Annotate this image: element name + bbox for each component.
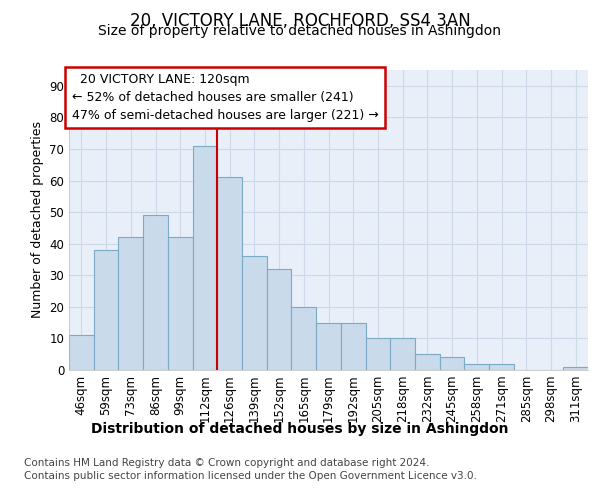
- Bar: [365, 338, 390, 370]
- Bar: [94, 250, 118, 370]
- Bar: [390, 338, 415, 370]
- Bar: [217, 178, 242, 370]
- Text: Size of property relative to detached houses in Ashingdon: Size of property relative to detached ho…: [98, 24, 502, 38]
- Bar: [341, 322, 365, 370]
- Bar: [440, 358, 464, 370]
- Bar: [464, 364, 489, 370]
- Bar: [292, 307, 316, 370]
- Bar: [489, 364, 514, 370]
- Bar: [242, 256, 267, 370]
- Text: Contains HM Land Registry data © Crown copyright and database right 2024.
Contai: Contains HM Land Registry data © Crown c…: [24, 458, 477, 480]
- Bar: [563, 367, 588, 370]
- Bar: [69, 336, 94, 370]
- Bar: [118, 238, 143, 370]
- Text: 20, VICTORY LANE, ROCHFORD, SS4 3AN: 20, VICTORY LANE, ROCHFORD, SS4 3AN: [130, 12, 470, 30]
- Bar: [316, 322, 341, 370]
- Bar: [143, 216, 168, 370]
- Y-axis label: Number of detached properties: Number of detached properties: [31, 122, 44, 318]
- Bar: [267, 269, 292, 370]
- Bar: [168, 238, 193, 370]
- Text: Distribution of detached houses by size in Ashingdon: Distribution of detached houses by size …: [91, 422, 509, 436]
- Bar: [415, 354, 440, 370]
- Bar: [193, 146, 217, 370]
- Text: 20 VICTORY LANE: 120sqm
← 52% of detached houses are smaller (241)
47% of semi-d: 20 VICTORY LANE: 120sqm ← 52% of detache…: [71, 73, 379, 122]
